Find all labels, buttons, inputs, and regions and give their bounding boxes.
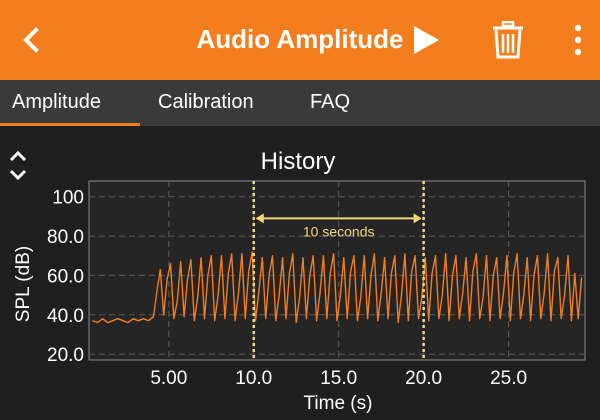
y-axis-label: SPL (dB) xyxy=(13,246,34,322)
y-tick-label: 20.0 xyxy=(47,345,84,366)
chevron-left-icon xyxy=(23,27,39,53)
y-tick-label: 40.0 xyxy=(47,306,84,327)
more-options-button[interactable] xyxy=(560,0,596,80)
y-tick-label: 100 xyxy=(52,188,84,209)
more-vertical-icon xyxy=(574,24,582,56)
play-icon xyxy=(414,26,439,54)
plot-area xyxy=(88,180,586,361)
history-chart: History 20.0 40.0 60.0 80.0 100 5.00 10.0 15.0… xyxy=(13,148,586,414)
tab-amplitude[interactable]: Amplitude xyxy=(0,80,140,126)
chart-title: History xyxy=(261,148,336,175)
spl-series-line xyxy=(92,251,583,324)
amplitude-panel: History 20.0 40.0 60.0 80.0 100 5.00 10.0 15.0… xyxy=(0,126,600,420)
trash-icon xyxy=(493,21,523,59)
marker-label: 10 seconds xyxy=(303,223,375,239)
x-tick-label: 15.0 xyxy=(320,368,357,389)
app-bar: Audio Amplitude xyxy=(0,0,600,80)
x-tick-label: 10.0 xyxy=(235,368,272,389)
tab-calibration[interactable]: Calibration xyxy=(158,91,254,113)
marker-arrow-right xyxy=(413,213,422,224)
x-tick-label: 5.00 xyxy=(150,368,187,389)
expand-collapse-icon[interactable] xyxy=(4,150,32,182)
app-title: Audio Amplitude xyxy=(196,24,404,54)
play-button[interactable] xyxy=(404,0,448,80)
marker-arrow-left xyxy=(255,213,264,224)
x-axis-ticks: 5.00 10.0 15.0 20.0 25.0 xyxy=(150,368,527,389)
delete-button[interactable] xyxy=(486,0,530,80)
ten-second-marker: 10 seconds xyxy=(252,181,425,360)
x-tick-label: 25.0 xyxy=(490,368,527,389)
tab-bar: Amplitude Calibration FAQ xyxy=(0,80,600,126)
tab-faq[interactable]: FAQ xyxy=(310,91,351,113)
x-axis-label: Time (s) xyxy=(304,393,373,414)
back-button[interactable] xyxy=(12,0,52,80)
y-axis-ticks: 20.0 40.0 60.0 80.0 100 xyxy=(47,188,84,366)
y-tick-label: 60.0 xyxy=(47,266,84,287)
y-tick-label: 80.0 xyxy=(47,227,84,248)
x-tick-label: 20.0 xyxy=(405,368,442,389)
